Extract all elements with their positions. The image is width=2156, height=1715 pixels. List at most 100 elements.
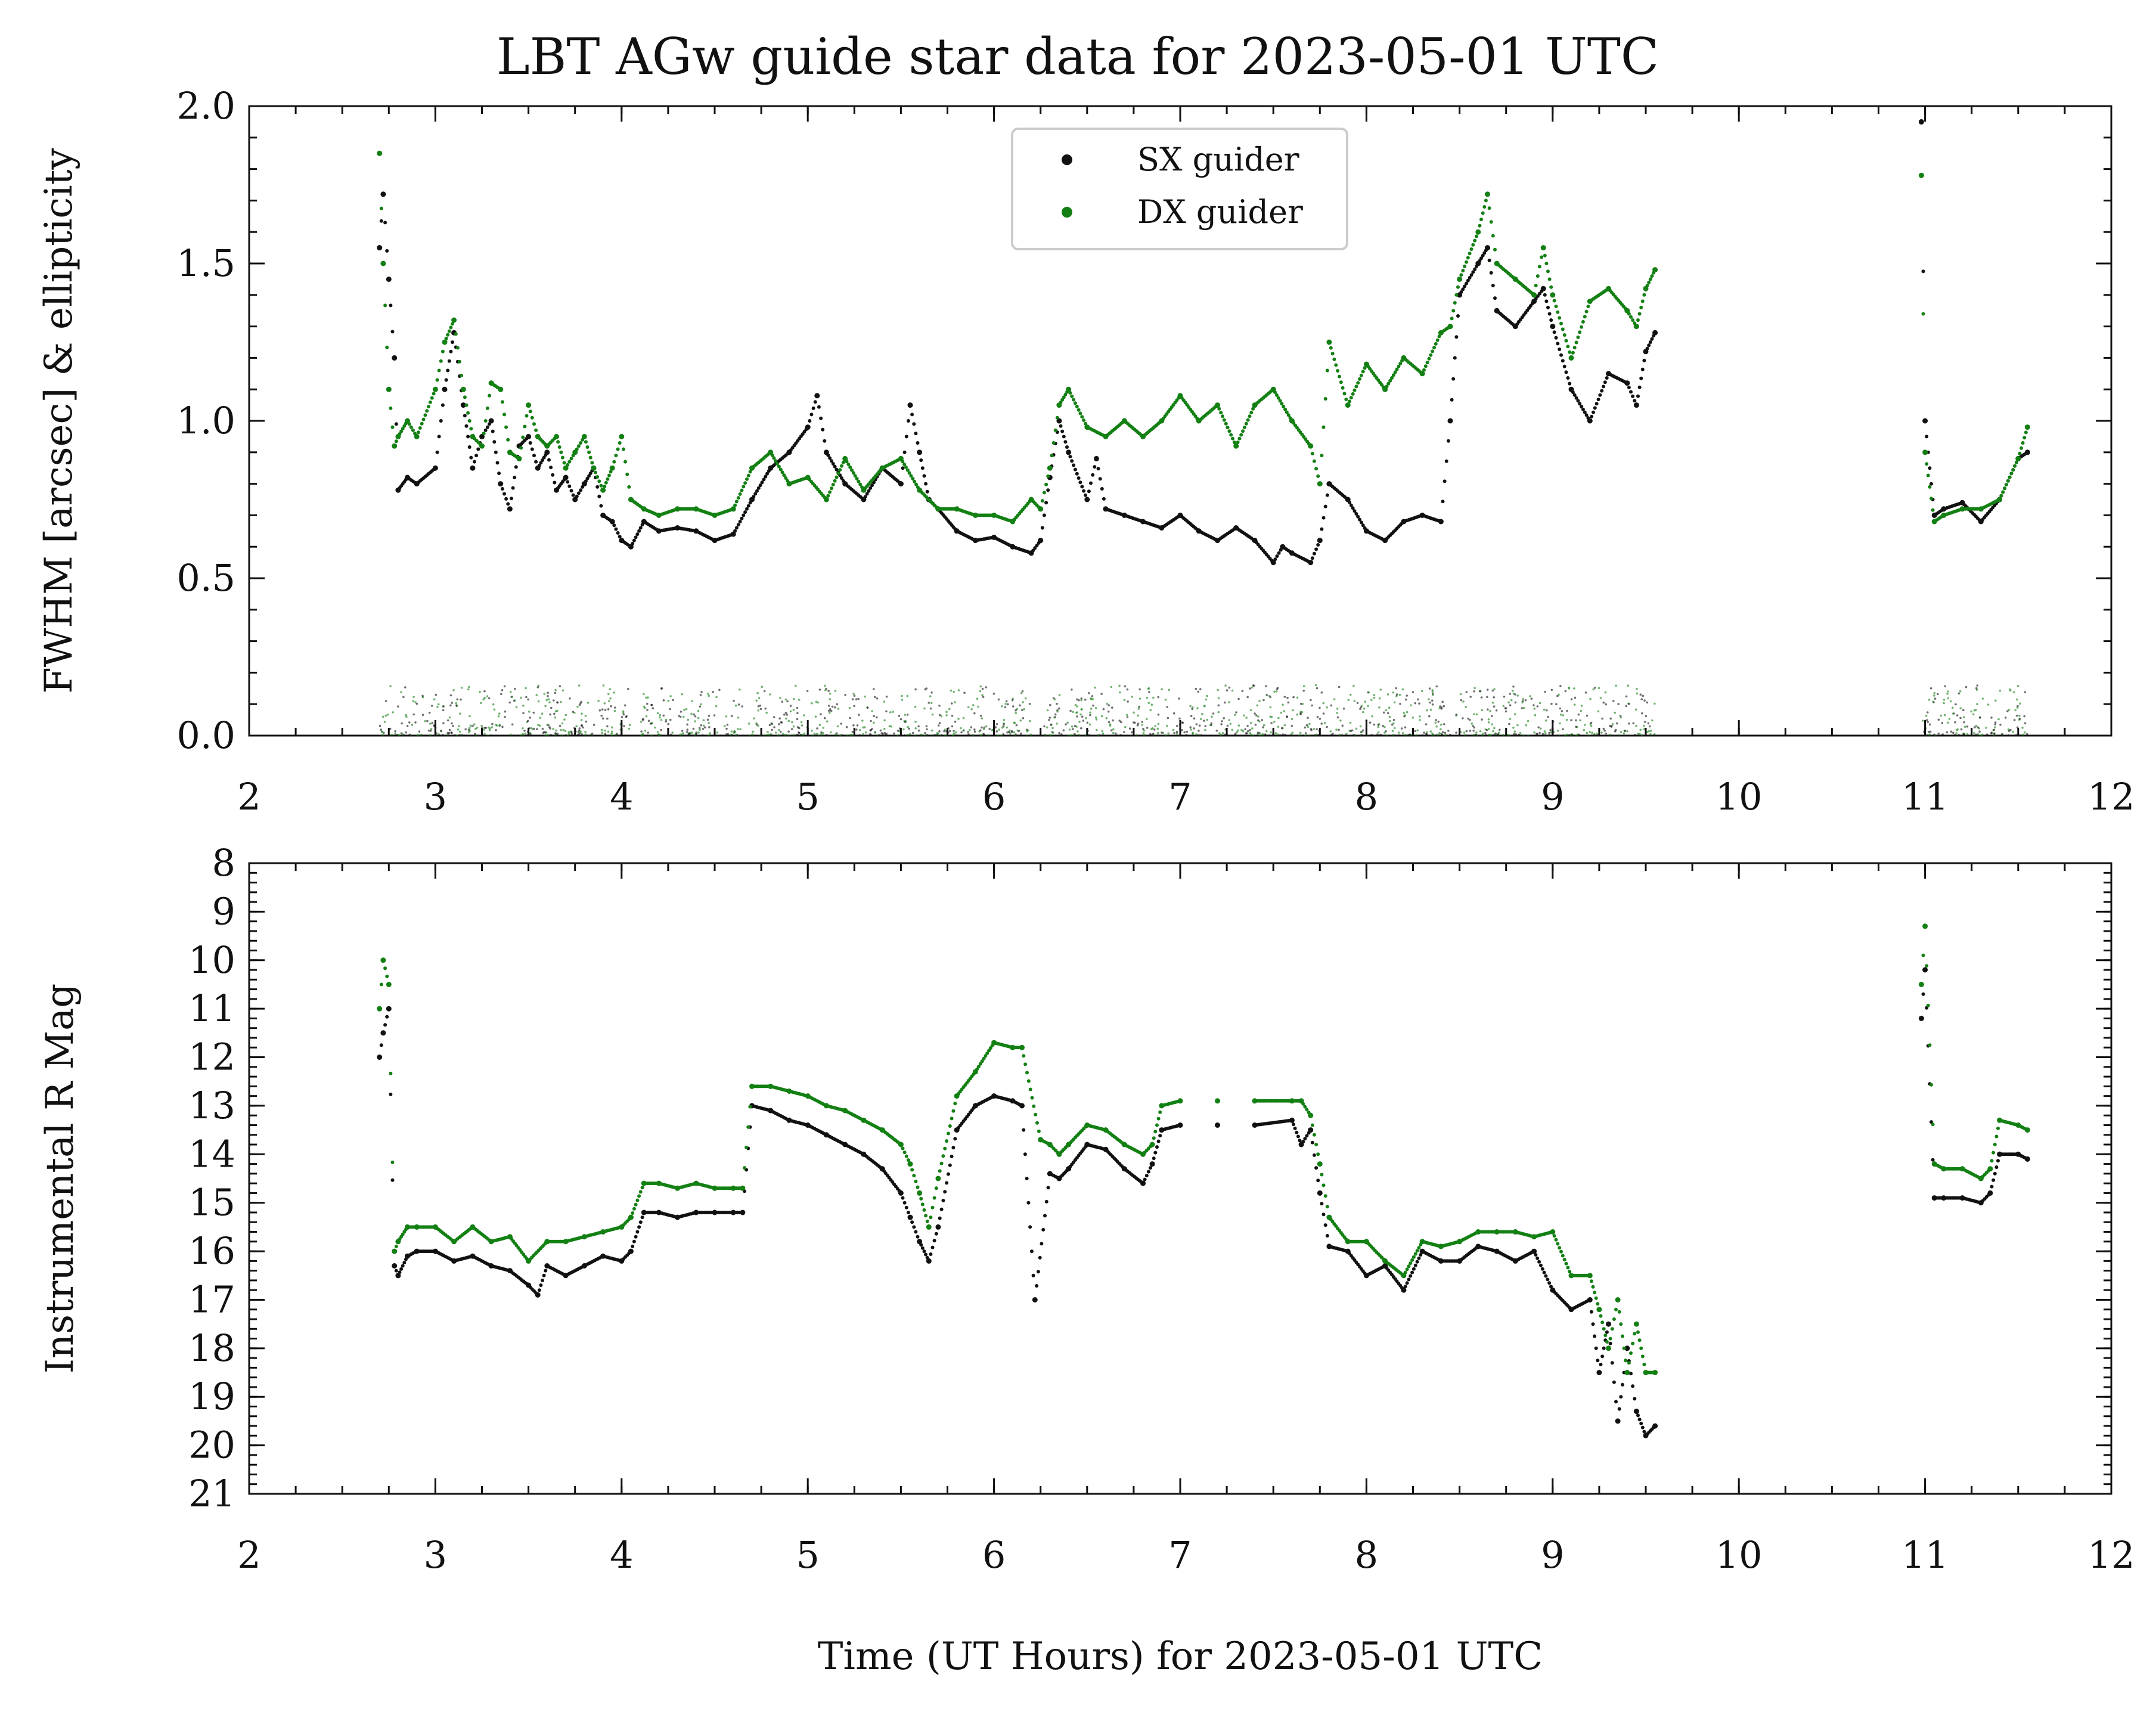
data-point — [1629, 315, 1633, 319]
ellipticity-point — [536, 728, 538, 730]
ellipticity-point — [2016, 715, 2018, 717]
data-point — [1600, 389, 1603, 393]
ellipticity-point — [1292, 696, 1295, 699]
ellipticity-point — [976, 697, 979, 700]
ellipticity-point — [1003, 725, 1005, 728]
ellipticity-point — [1960, 728, 1963, 731]
data-point — [380, 957, 386, 963]
data-point — [916, 1186, 920, 1189]
ellipticity-point — [1512, 690, 1514, 692]
ellipticity-point — [1102, 733, 1105, 735]
data-point — [1248, 414, 1251, 418]
ellipticity-point — [1426, 709, 1428, 712]
ellipticity-point — [1956, 732, 1958, 734]
ellipticity-point — [1544, 732, 1547, 734]
ellipticity-point — [963, 729, 965, 731]
magnitude-series-group — [377, 923, 2030, 1438]
ellipticity-point — [1952, 712, 1955, 715]
data-point — [1612, 1381, 1616, 1384]
ellipticity-point — [1355, 728, 1358, 730]
ellipticity-point — [1265, 730, 1268, 733]
data-point — [445, 378, 448, 382]
ellipticity-point — [647, 731, 649, 734]
ellipticity-point — [1348, 730, 1351, 732]
ellipticity-point — [707, 693, 709, 695]
data-point — [1236, 441, 1240, 444]
data-point — [1102, 497, 1106, 501]
ellipticity-point — [1997, 718, 2000, 721]
data-point — [1550, 292, 1555, 297]
ellipticity-point — [832, 706, 834, 708]
ellipticity-point — [984, 727, 986, 729]
ellipticity-point — [1612, 723, 1614, 725]
ellipticity-point — [1269, 716, 1271, 718]
data-point — [510, 497, 513, 500]
data-point — [504, 426, 508, 429]
ellipticity-point — [1496, 709, 1498, 712]
data-point — [1426, 361, 1429, 364]
data-point — [399, 1267, 403, 1271]
ellipticity-point — [1048, 719, 1050, 721]
data-point — [903, 1201, 907, 1205]
data-point — [1929, 497, 1933, 500]
ellipticity-point — [1352, 685, 1355, 687]
ellipticity-point — [616, 733, 618, 735]
ellipticity-point — [1137, 722, 1140, 725]
ellipticity-point — [1176, 731, 1178, 733]
ellipticity-point — [1523, 707, 1525, 709]
ellipticity-point — [835, 690, 837, 692]
data-point — [429, 401, 432, 404]
data-point — [619, 434, 624, 439]
ellipticity-point — [1516, 694, 1519, 697]
data-point — [579, 441, 582, 445]
ellipticity-point — [819, 724, 821, 726]
data-point — [1638, 312, 1642, 316]
data-point — [383, 221, 387, 224]
ellipticity-point — [1620, 717, 1623, 719]
data-point — [1639, 1422, 1643, 1425]
ellipticity-point — [1625, 705, 1627, 708]
ellipticity-point — [1593, 733, 1596, 736]
ellipticity-point — [1286, 697, 1289, 699]
ellipticity-point — [1231, 690, 1234, 692]
data-point — [1447, 439, 1450, 443]
data-point — [1311, 452, 1314, 455]
ellipticity-point — [1438, 707, 1441, 709]
ellipticity-point — [1493, 696, 1495, 699]
data-point — [427, 405, 430, 408]
ellipticity-point — [816, 733, 818, 735]
data-point — [929, 1215, 932, 1219]
ellipticity-point — [1574, 703, 1576, 706]
data-point — [739, 520, 742, 523]
ellipticity-point — [563, 718, 566, 721]
ellipticity-point — [1462, 717, 1464, 720]
data-point — [2024, 430, 2028, 434]
data-point — [423, 413, 427, 417]
data-point — [380, 207, 383, 210]
ellipticity-point — [1157, 696, 1159, 699]
data-point — [474, 454, 478, 457]
ellipticity-point — [1324, 722, 1326, 724]
ellipticity-point — [1212, 712, 1215, 715]
data-point — [1436, 339, 1440, 342]
ellipticity-point — [985, 686, 987, 689]
ellipticity-point — [1076, 715, 1078, 718]
ellipticity-point — [690, 713, 693, 715]
ellipticity-point — [960, 727, 962, 730]
data-point — [1298, 1139, 1302, 1142]
data-point — [1475, 230, 1481, 235]
data-point — [395, 1269, 398, 1273]
ellipticity-point — [1399, 703, 1401, 705]
data-point — [919, 458, 923, 462]
ellipticity-point — [724, 725, 726, 727]
data-point — [739, 492, 742, 496]
data-point — [417, 430, 420, 434]
ellipticity-point — [827, 690, 830, 692]
ellipticity-point — [1966, 725, 1969, 728]
ellipticity-point — [998, 728, 1000, 731]
ellipticity-point — [1952, 707, 1954, 709]
data-point — [1652, 1424, 1658, 1429]
ellipticity-point — [1186, 731, 1189, 733]
data-point — [1614, 1400, 1618, 1403]
data-point — [1320, 1173, 1323, 1177]
